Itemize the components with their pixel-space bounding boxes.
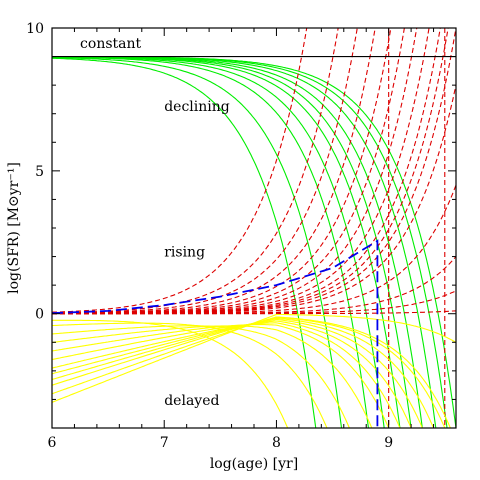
declining-curve-7 [52, 56, 423, 428]
delayed-curve-4 [52, 325, 373, 428]
y-tick-label-0: 0 [35, 307, 44, 323]
declining-curve-8 [52, 56, 437, 428]
delayed-curve-5 [52, 324, 390, 428]
plot-frame [51, 27, 457, 429]
rising-curve-8 [52, 28, 430, 315]
x-tick-label-9: 9 [384, 435, 393, 451]
annotation-declining: declining [164, 99, 230, 115]
x-axis-label: log(age) [yr] [210, 456, 298, 472]
declining-curve-5 [52, 56, 401, 428]
annotation-constant: constant [80, 36, 141, 52]
series-layer [52, 28, 456, 428]
delayed-curve-10 [52, 316, 446, 428]
x-tick-label-8: 8 [272, 435, 281, 451]
delayed-curve-7 [52, 320, 412, 428]
rising-curve-1 [52, 28, 308, 313]
rising-curve-7 [52, 28, 418, 315]
rising-curve-4 [52, 28, 376, 314]
y-tick-label-10: 10 [26, 21, 44, 37]
rising-tail-curve-1 [52, 84, 456, 315]
ticks-layer: 6 7 8 9 0 5 10 [26, 21, 457, 451]
declining-curve-1 [52, 57, 317, 428]
declining-curve-2 [52, 56, 343, 428]
delayed-curve-11 [52, 316, 451, 428]
rising-tail-curve-5 [52, 310, 456, 315]
y-tick-label-5: 5 [35, 164, 44, 180]
highlight-curve [52, 239, 379, 428]
delayed-curve-8 [52, 318, 423, 428]
annotation-rising: rising [164, 245, 205, 261]
delayed-curve-3 [52, 325, 350, 428]
delayed-curve-6 [52, 322, 401, 428]
delayed-curve-9 [52, 317, 435, 428]
y-axis-label: log(SFR) [M⊙yr⁻¹] [6, 162, 22, 294]
x-tick-label-7: 7 [160, 435, 169, 451]
rising-tail-curve-3 [52, 256, 456, 315]
x-tick-label-6: 6 [48, 435, 57, 451]
delayed-curve-12 [52, 313, 456, 403]
rising-tail-curve-2 [52, 184, 456, 315]
declining-curve-9 [52, 56, 448, 428]
delayed-curve-1 [52, 319, 289, 428]
annotation-delayed: delayed [164, 393, 219, 409]
